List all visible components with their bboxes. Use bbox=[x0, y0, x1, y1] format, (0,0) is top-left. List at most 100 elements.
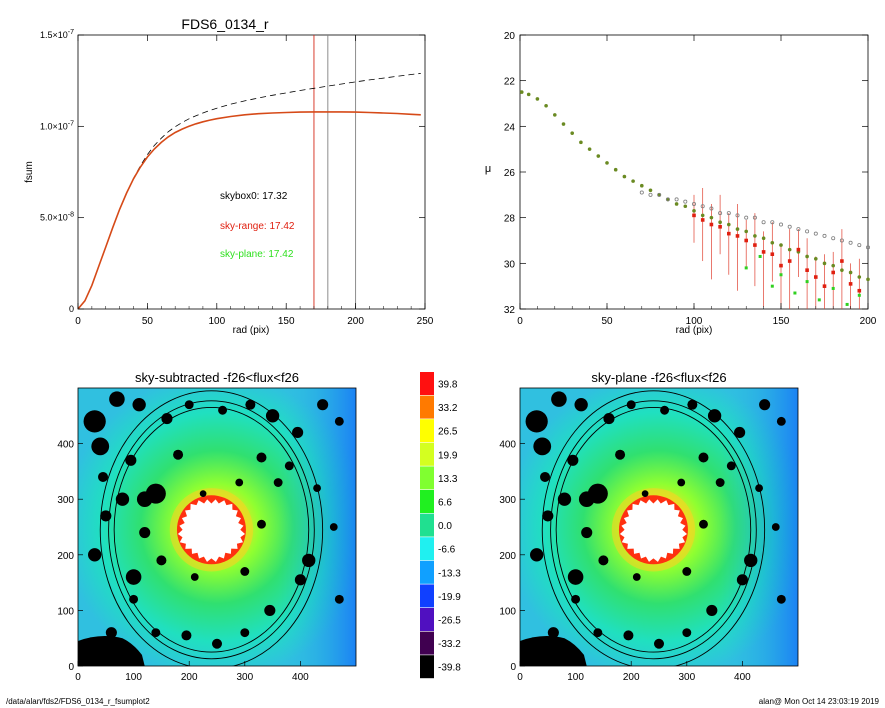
mu-point-skybox0 bbox=[857, 243, 862, 248]
masked-star bbox=[256, 452, 267, 463]
image-outer-sky bbox=[720, 388, 798, 666]
mu-point-profile bbox=[579, 140, 583, 145]
mu-point-sky-range bbox=[692, 213, 696, 218]
mu-point-sky-range bbox=[718, 225, 722, 229]
panel-sky-subtracted: sky-subtracted -f26<flux<f26 0 100 200 300 4… bbox=[57, 370, 357, 683]
image-xtick-label: 100 bbox=[567, 672, 584, 683]
mu-point-sky-range bbox=[840, 259, 844, 263]
annotation-sky-range: sky-range: 17.42 bbox=[220, 221, 295, 232]
colorbar-swatch bbox=[420, 537, 434, 561]
masked-region bbox=[520, 635, 587, 666]
colorbar-label: -6.6 bbox=[438, 545, 456, 556]
colorbar-swatch bbox=[420, 631, 434, 655]
mu-point-sky-range bbox=[761, 250, 766, 254]
mu-point-profile bbox=[622, 174, 627, 179]
masked-star bbox=[687, 399, 698, 410]
masked-star bbox=[603, 413, 615, 425]
image-xtick-label: 100 bbox=[125, 672, 142, 683]
masked-star bbox=[533, 437, 552, 456]
masked-star bbox=[623, 630, 634, 641]
masked-star bbox=[626, 400, 636, 410]
mu-point-profile bbox=[735, 227, 740, 231]
masked-star bbox=[682, 567, 692, 576]
masked-star bbox=[334, 416, 344, 426]
masked-star bbox=[292, 426, 304, 439]
masked-star bbox=[571, 594, 581, 604]
mu-point-skybox0 bbox=[796, 227, 801, 232]
mu-point-skybox0 bbox=[674, 197, 679, 202]
mu-point-skybox0 bbox=[752, 215, 757, 220]
masked-star bbox=[199, 490, 207, 497]
image-ytick-label: 0 bbox=[68, 662, 74, 673]
colorbar-label: 0.0 bbox=[438, 521, 452, 532]
fsum-ytick-label: 1.0×10-7 bbox=[40, 120, 74, 131]
masked-star bbox=[161, 413, 173, 425]
fsum-ytick-label: 1.5×10-7 bbox=[40, 29, 74, 40]
mu-point-profile bbox=[848, 270, 853, 275]
mu-point-sky-range bbox=[787, 259, 792, 263]
masked-star bbox=[734, 426, 746, 439]
sky-plane-frame bbox=[519, 387, 799, 667]
mu-point-skybox0 bbox=[831, 236, 836, 241]
mu-point-sky-plane bbox=[857, 293, 861, 297]
mu-point-profile bbox=[544, 103, 548, 108]
galaxy-core bbox=[619, 499, 687, 562]
mu-point-sky-range bbox=[857, 288, 862, 293]
masked-star bbox=[125, 569, 142, 585]
mu-point-skybox0 bbox=[735, 213, 740, 218]
fsum-ytick-label: 5.0×10-8 bbox=[40, 212, 74, 223]
masked-star bbox=[726, 461, 736, 471]
panel-mu: 0 50 100 150 200 20 22 24 26 28 30 32 rad (pix) μ bbox=[485, 31, 877, 336]
mu-point-profile bbox=[814, 256, 818, 261]
image-xtick-label: 400 bbox=[734, 672, 751, 683]
colorbar-swatch bbox=[420, 395, 434, 419]
mu-point-sky-plane bbox=[817, 298, 821, 302]
colorbar-swatch bbox=[420, 466, 434, 490]
masked-star bbox=[682, 628, 692, 638]
mu-point-profile bbox=[744, 229, 748, 234]
mu-ylabel: μ bbox=[485, 163, 491, 175]
aperture-ellipse-1 bbox=[550, 400, 757, 660]
mu-point-skybox0 bbox=[848, 240, 853, 245]
mu-point-sky-range bbox=[770, 252, 775, 256]
mu-point-skybox0 bbox=[761, 220, 766, 225]
mu-point-sky-plane bbox=[793, 291, 797, 295]
image-ytick-label: 200 bbox=[499, 551, 516, 562]
masked-star bbox=[190, 573, 199, 581]
mu-point-skybox0 bbox=[813, 231, 818, 236]
colorbar-swatch bbox=[420, 442, 434, 466]
mu-point-skybox0 bbox=[665, 197, 670, 202]
aperture-ellipse-0 bbox=[113, 407, 310, 653]
masked-star bbox=[329, 523, 338, 531]
masked-star bbox=[317, 399, 329, 411]
mu-point-skybox0 bbox=[709, 206, 714, 211]
image-outer-sky bbox=[278, 388, 356, 666]
mu-point-profile bbox=[553, 113, 557, 117]
image-xtick-label: 0 bbox=[75, 672, 81, 683]
masked-star bbox=[759, 399, 771, 411]
masked-star bbox=[156, 555, 167, 566]
fsum-xtick-label: 200 bbox=[347, 316, 364, 327]
fsum-ylabel: fsum bbox=[24, 161, 35, 183]
masked-star bbox=[91, 437, 110, 456]
mu-point-profile bbox=[648, 188, 653, 193]
mu-point-skybox0 bbox=[700, 204, 705, 209]
colorbar-swatch bbox=[420, 608, 434, 631]
colorbar-label: -33.2 bbox=[438, 639, 461, 650]
colorbar-label: -26.5 bbox=[438, 616, 461, 627]
mu-point-profile bbox=[519, 90, 524, 94]
mu-point-sky-plane bbox=[845, 302, 849, 306]
mu-ytick-label: 22 bbox=[504, 77, 516, 88]
masked-star bbox=[115, 492, 130, 506]
masked-star bbox=[109, 391, 125, 407]
mu-point-skybox0 bbox=[692, 201, 697, 206]
mu-xlabel: rad (pix) bbox=[676, 325, 713, 336]
masked-star bbox=[145, 483, 166, 504]
masked-star bbox=[265, 409, 280, 423]
aperture-ellipse-0 bbox=[555, 407, 752, 653]
fsum-ytick-label: 0 bbox=[69, 304, 74, 314]
masked-star bbox=[273, 478, 283, 487]
mu-point-skybox0 bbox=[639, 190, 644, 195]
mu-point-skybox0 bbox=[718, 211, 723, 216]
masked-star bbox=[699, 519, 708, 529]
